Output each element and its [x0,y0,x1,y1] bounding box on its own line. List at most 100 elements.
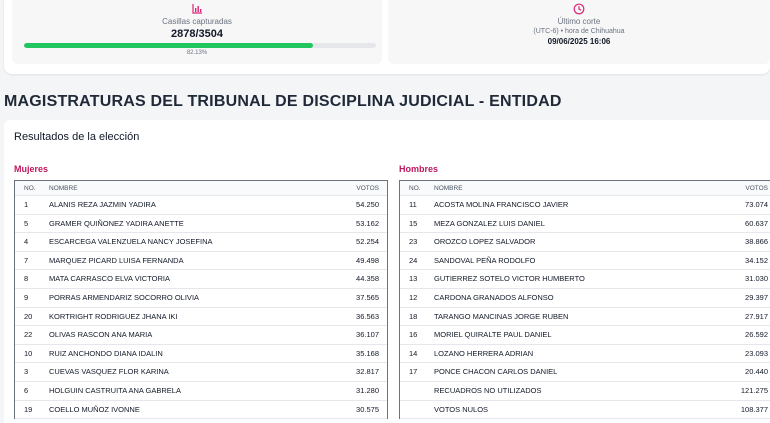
row-number: 22 [24,330,33,340]
table-row: VOTOS NULOS 108.377 [400,401,770,420]
table-row: 11 ACOSTA MOLINA FRANCISCO JAVIER 73.074 [400,196,770,215]
table-row: 5 GRAMER QUIÑONEZ YADIRA ANETTE 53.162 [15,215,387,234]
row-number: 17 [409,367,418,377]
candidate-name: CARDONA GRANADOS ALFONSO [434,292,554,302]
vote-count: 34.152 [745,255,768,265]
row-number: 3 [24,367,29,377]
vote-count: 49.498 [356,255,379,265]
table-row: 6 HOLGUIN CASTRUITA ANA GABRELA 31.280 [15,382,387,401]
table-header: NO. NOMBRE VOTOS [15,181,387,196]
vote-count: 31.030 [745,274,768,284]
table-row: 14 LOZANO HERRERA ADRIAN 23.093 [400,345,770,364]
table-row: 12 CARDONA GRANADOS ALFONSO 29.397 [400,289,770,308]
candidate-name: MARQUEZ PICARD LUISA FERNANDA [49,255,184,265]
row-number: 14 [409,348,418,358]
table-row: 22 OLIVAS RASCON ANA MARIA 36.107 [15,326,387,345]
bar-chart-icon [192,4,202,14]
summary-panel: Casillas capturadas 2878/3504 82.13% Últ… [4,0,770,74]
table-row: 18 TARANGO MANCINAS JORGE RUBEN 27.917 [400,308,770,327]
candidate-name: VOTOS NULOS [434,404,489,414]
col-header-no: NO. [24,185,36,192]
women-results-table: NO. NOMBRE VOTOS 1 ALANIS REZA JAZMIN YAD… [14,180,388,420]
candidate-name: ACOSTA MOLINA FRANCISCO JAVIER [434,200,569,209]
row-number: 18 [409,311,418,321]
table-row: 16 MORIEL QUIRALTE PAUL DANIEL 26.592 [400,326,770,345]
row-number: 10 [24,348,33,358]
results-panel: Resultados de la elección Mujeres NO. NO… [4,120,770,423]
table-row: 20 KORTRIGHT RODRIGUEZ JHANA IKI 36.563 [15,308,387,327]
col-header-name: NOMBRE [49,185,78,192]
vote-count: 36.107 [356,330,379,340]
candidate-name: PONCE CHACON CARLOS DANIEL [434,367,558,377]
row-number: 19 [24,404,33,414]
table-row: 7 MARQUEZ PICARD LUISA FERNANDA 49.498 [15,252,387,271]
cut-label: Último corte [557,17,601,26]
table-row: 8 MATA CARRASCO ELVA VICTORIA 44.358 [15,270,387,289]
table-row: 4 ESCARCEGA VALENZUELA NANCY JOSEFINA 52.2… [15,233,387,252]
section-title: MAGISTRATURAS DEL TRIBUNAL DE DISCIPLINA… [4,93,562,110]
women-group-title: Mujeres [14,164,49,174]
candidate-name: HOLGUIN CASTRUITA ANA GABRELA [49,385,181,395]
progress-fill [24,43,314,48]
vote-count: 36.563 [356,311,379,321]
candidate-name: GUTIERREZ SOTELO VICTOR HUMBERTO [434,274,585,284]
row-number: 5 [24,218,29,228]
vote-count: 37.565 [356,292,379,302]
row-number: 6 [24,385,29,395]
table-row: 19 COELLO MUÑOZ IVONNE 30.575 [15,401,387,420]
table-header: NO. NOMBRE VOTOS [400,181,770,196]
candidate-name: OROZCO LOPEZ SALVADOR [434,237,536,247]
captured-card: Casillas capturadas 2878/3504 82.13% [12,0,382,64]
vote-count: 52.254 [356,237,379,247]
row-number: 12 [409,292,418,302]
vote-count: 44.358 [356,274,379,284]
table-row: 23 OROZCO LOPEZ SALVADOR 38.866 [400,233,770,252]
vote-count: 38.866 [745,237,768,247]
candidate-name: SANDOVAL PEÑA RODOLFO [434,255,536,265]
vote-count: 29.397 [745,292,768,302]
row-number: 9 [24,292,29,302]
candidate-name: COELLO MUÑOZ IVONNE [49,404,140,414]
vote-count: 53.162 [356,218,379,228]
vote-count: 20.440 [745,367,768,377]
row-number: 11 [409,200,417,209]
row-number: 24 [409,255,418,265]
row-number: 13 [409,274,418,284]
men-group-title: Hombres [399,164,439,174]
vote-count: 121.275 [740,385,768,395]
vote-count: 35.168 [356,348,379,358]
table-row: 24 SANDOVAL PEÑA RODOLFO 34.152 [400,252,770,271]
vote-count: 73.074 [745,200,768,209]
captured-value: 2878/3504 [171,28,223,40]
last-cut-card: Último corte (UTC-6) • hora de Chihuahua… [388,0,770,64]
cut-datetime: 09/06/2025 16:06 [547,37,611,46]
row-number: 1 [24,200,29,209]
vote-count: 54.250 [356,200,379,209]
vote-count: 26.592 [745,330,768,340]
row-number: 23 [409,237,418,247]
vote-count: 31.280 [356,385,379,395]
candidate-name: ESCARCEGA VALENZUELA NANCY JOSEFINA [49,237,213,247]
candidate-name: RUIZ ANCHONDO DIANA IDALIN [49,348,163,358]
vote-count: 30.575 [356,404,379,414]
clock-icon [573,3,585,15]
candidate-name: OLIVAS RASCON ANA MARIA [49,330,153,340]
row-number: 15 [409,218,418,228]
row-number: 16 [409,330,418,340]
candidate-name: RECUADROS NO UTILIZADOS [434,385,542,395]
men-results-table: NO. NOMBRE VOTOS 11 ACOSTA MOLINA FRANCIS… [399,180,770,420]
cut-timezone: (UTC-6) • hora de Chihuahua [533,28,625,35]
vote-count: 27.917 [745,311,768,321]
progress-percent: 82.13% [186,50,208,56]
candidate-name: CUEVAS VASQUEZ FLOR KARINA [49,367,169,377]
candidate-name: PORRAS ARMENDARIZ SOCORRO OLIVIA [49,292,200,302]
col-header-votes: VOTOS [356,185,379,192]
candidate-name: GRAMER QUIÑONEZ YADIRA ANETTE [49,218,184,228]
candidate-name: ALANIS REZA JAZMIN YADIRA [49,200,156,209]
table-row: 13 GUTIERREZ SOTELO VICTOR HUMBERTO 31.030 [400,270,770,289]
row-number: 8 [24,274,29,284]
candidate-name: MORIEL QUIRALTE PAUL DANIEL [434,330,552,340]
vote-count: 23.093 [745,348,768,358]
table-row: 9 PORRAS ARMENDARIZ SOCORRO OLIVIA 37.565 [15,289,387,308]
candidate-name: KORTRIGHT RODRIGUEZ JHANA IKI [49,311,178,321]
